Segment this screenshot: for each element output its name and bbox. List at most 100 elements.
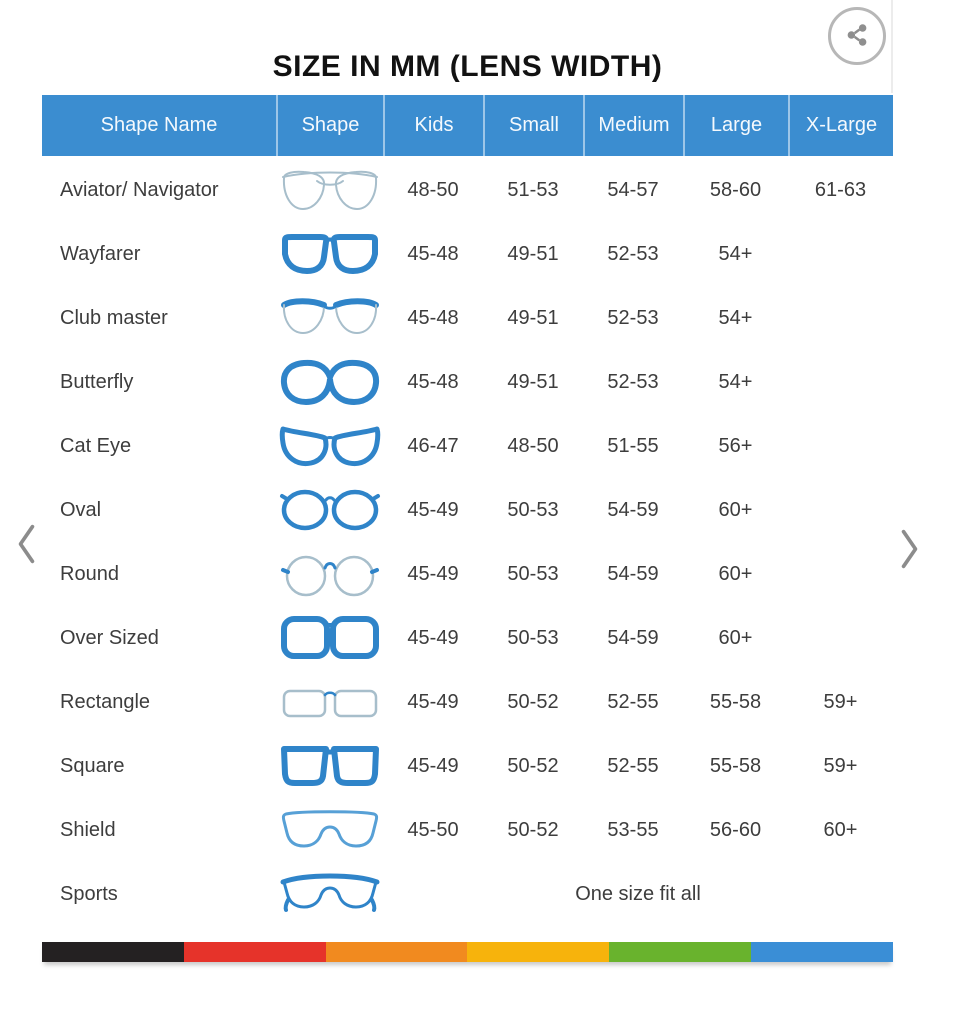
footer-color-stripe [42, 942, 893, 962]
shape-name: Wayfarer [60, 242, 141, 265]
size-value-xlarge: 59+ [823, 754, 858, 777]
shape-name: Club master [60, 306, 168, 329]
page-title: SIZE IN MM (LENS WIDTH) [272, 50, 663, 84]
size-value-medium: 52-55 [607, 690, 659, 713]
size-value-large: 54+ [718, 370, 753, 393]
table-row: Oval 45-49 50-53 54-59 60+ [42, 478, 893, 542]
table-row: Cat Eye 46-47 48-50 51-55 56+ [42, 414, 893, 478]
size-value-large: 60+ [718, 562, 753, 585]
shape-name: Round [60, 562, 119, 585]
sports-glasses-icon [279, 869, 381, 919]
wayfarer-glasses-icon [279, 229, 381, 279]
oversized-glasses-icon [279, 613, 381, 663]
size-value-small: 50-53 [507, 498, 559, 521]
size-value-kids: 45-49 [407, 690, 459, 713]
table-row: Club master 45-48 49-51 52-53 54+ [42, 286, 893, 350]
shield-glasses-icon [279, 805, 381, 855]
shape-name: Rectangle [60, 690, 151, 713]
size-value-large: 60+ [718, 626, 753, 649]
size-value-kids: 45-49 [407, 562, 459, 585]
size-value-large: 56+ [718, 434, 753, 457]
shape-name: Sports [60, 882, 118, 905]
size-value-large: 55-58 [709, 690, 762, 713]
size-value-kids: 45-48 [407, 306, 459, 329]
row-values: 45-49 50-52 52-55 55-58 59+ [383, 755, 893, 778]
table-row: Rectangle 45-49 50-52 52-55 55-58 59+ [42, 670, 893, 734]
size-value-kids: 45-48 [407, 370, 459, 393]
carousel-prev-button[interactable] [14, 522, 40, 566]
row-values: 45-48 49-51 52-53 54+ [383, 371, 893, 394]
size-value-medium: 54-57 [607, 178, 659, 201]
row-values: 45-48 49-51 52-53 54+ [383, 307, 893, 330]
carousel-next-button[interactable] [896, 527, 922, 571]
table-header: Shape Name Shape Kids Small Medium Large… [42, 95, 893, 156]
stripe-segment [325, 942, 468, 962]
table-row: Butterfly 45-48 49-51 52-53 54+ [42, 350, 893, 414]
row-values: 45-48 49-51 52-53 54+ [383, 243, 893, 266]
size-value-small: 50-52 [507, 690, 559, 713]
stripe-segment [751, 942, 893, 962]
size-value-medium: 54-59 [607, 626, 659, 649]
size-value-xlarge: 59+ [823, 690, 858, 713]
row-values: 45-50 50-52 53-55 56-60 60+ [383, 819, 893, 842]
shape-name: Square [60, 754, 125, 777]
rectangle-glasses-icon [279, 677, 381, 727]
size-value-xlarge: 60+ [823, 818, 858, 841]
size-value-kids: 45-49 [407, 626, 459, 649]
size-value-medium: 51-55 [607, 434, 659, 457]
size-value-large: 56-60 [709, 818, 762, 841]
shape-name: Aviator/ Navigator [60, 178, 219, 201]
size-value-large: 60+ [718, 498, 753, 521]
cateye-glasses-icon [279, 421, 381, 471]
size-value-small: 49-51 [507, 306, 559, 329]
table-row: Sports One size fit all [42, 862, 893, 926]
table-rows: Aviator/ Navigator 48-50 51-53 54-57 58-60 6… [42, 158, 893, 926]
table-row: Round 45-49 50-53 54-59 60+ [42, 542, 893, 606]
size-value-large: 58-60 [709, 178, 762, 201]
size-value-small: 50-53 [507, 626, 559, 649]
size-value-large: 54+ [718, 306, 753, 329]
size-value-small: 49-51 [507, 242, 559, 265]
shape-name: Butterfly [60, 370, 134, 393]
row-values: 45-49 50-53 54-59 60+ [383, 563, 893, 586]
column-header-small: Small [483, 95, 583, 156]
shape-name: Cat Eye [60, 434, 132, 457]
share-icon [842, 20, 872, 53]
row-values: 48-50 51-53 54-57 58-60 61-63 [383, 179, 893, 202]
column-header-xlarge: X-Large [788, 95, 893, 156]
size-value-kids: 45-49 [407, 754, 459, 777]
size-value-small: 51-53 [507, 178, 559, 201]
shape-name: Over Sized [60, 626, 159, 649]
oval-glasses-icon [279, 485, 381, 535]
shape-name: Shield [60, 818, 116, 841]
row-values: 46-47 48-50 51-55 56+ [383, 435, 893, 458]
clubmaster-glasses-icon [279, 293, 381, 343]
size-value-medium: 52-53 [607, 306, 659, 329]
size-value-small: 48-50 [507, 434, 559, 457]
size-value-medium: 52-55 [607, 754, 659, 777]
row-values: One size fit all [383, 883, 893, 906]
share-button[interactable] [828, 7, 886, 65]
size-value-small: 50-53 [507, 562, 559, 585]
size-value-medium: 54-59 [607, 562, 659, 585]
butterfly-glasses-icon [279, 357, 381, 407]
column-header-medium: Medium [583, 95, 683, 156]
row-values: 45-49 50-53 54-59 60+ [383, 499, 893, 522]
size-value-large: 54+ [718, 242, 753, 265]
slide-edge-divider [891, 0, 893, 93]
size-value-large: 55-58 [709, 754, 762, 777]
size-value-small: 50-52 [507, 818, 559, 841]
table-row: Square 45-49 50-52 52-55 55-58 59+ [42, 734, 893, 798]
stripe-segment [42, 942, 184, 962]
table-row: Aviator/ Navigator 48-50 51-53 54-57 58-60 6… [42, 158, 893, 222]
stripe-segment [467, 942, 610, 962]
size-value-small: 49-51 [507, 370, 559, 393]
size-value-kids: 48-50 [407, 178, 459, 201]
size-value-medium: 52-53 [607, 370, 659, 393]
size-value-small: 50-52 [507, 754, 559, 777]
column-header-shape: Shape [276, 95, 383, 156]
chevron-left-icon [14, 524, 40, 569]
size-value-kids: 45-49 [407, 498, 459, 521]
shape-name: Oval [60, 498, 102, 521]
